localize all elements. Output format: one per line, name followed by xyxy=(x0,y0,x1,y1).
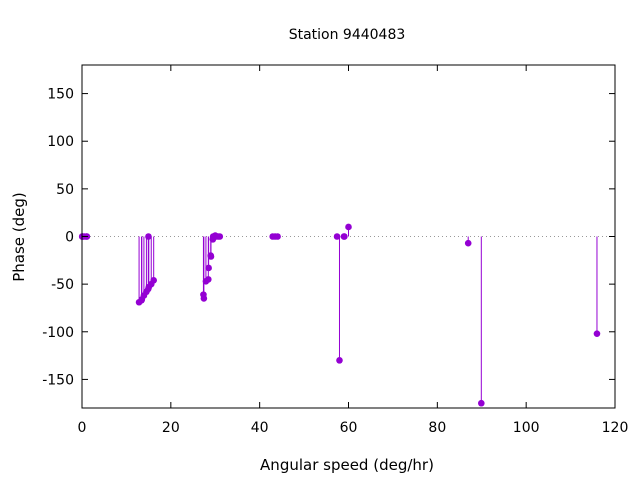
data-point xyxy=(336,357,343,364)
data-point xyxy=(464,239,472,247)
y-tick-label: -100 xyxy=(42,325,74,341)
data-point xyxy=(150,277,157,284)
axes: 0 20 40 60 80 100 120 -150 -100 -50 0 50 100 150 xyxy=(42,65,628,436)
x-tick-label: 80 xyxy=(428,420,446,436)
y-tick-label: -50 xyxy=(51,277,74,293)
data-point xyxy=(205,276,212,283)
y-axis-label: Phase (deg) xyxy=(10,192,28,282)
data-point xyxy=(205,264,212,272)
y-tick-label: 100 xyxy=(47,134,74,150)
y-tick-label: 0 xyxy=(65,230,74,246)
x-tick-label: 120 xyxy=(602,420,629,436)
data-point xyxy=(207,253,215,260)
chart-title: Station 9440483 xyxy=(289,27,406,43)
plot-marks xyxy=(78,223,615,407)
data-point xyxy=(478,399,485,407)
x-axis-label: Angular speed (deg/hr) xyxy=(260,456,434,474)
y-tick-label: 150 xyxy=(47,87,74,103)
y-tick-label: 50 xyxy=(56,182,74,198)
x-tick-label: 60 xyxy=(340,420,358,436)
data-point xyxy=(593,330,601,337)
data-point xyxy=(200,295,208,302)
data-point xyxy=(345,223,352,231)
data-point xyxy=(341,233,348,240)
data-point xyxy=(274,233,281,240)
data-point xyxy=(333,233,341,240)
x-tick-label: 40 xyxy=(251,420,269,436)
x-tick-label: 100 xyxy=(513,420,540,436)
y-tick-label: -150 xyxy=(42,372,74,388)
x-tick-label: 0 xyxy=(78,420,87,436)
x-tick-label: 20 xyxy=(162,420,180,436)
data-point xyxy=(216,233,224,240)
